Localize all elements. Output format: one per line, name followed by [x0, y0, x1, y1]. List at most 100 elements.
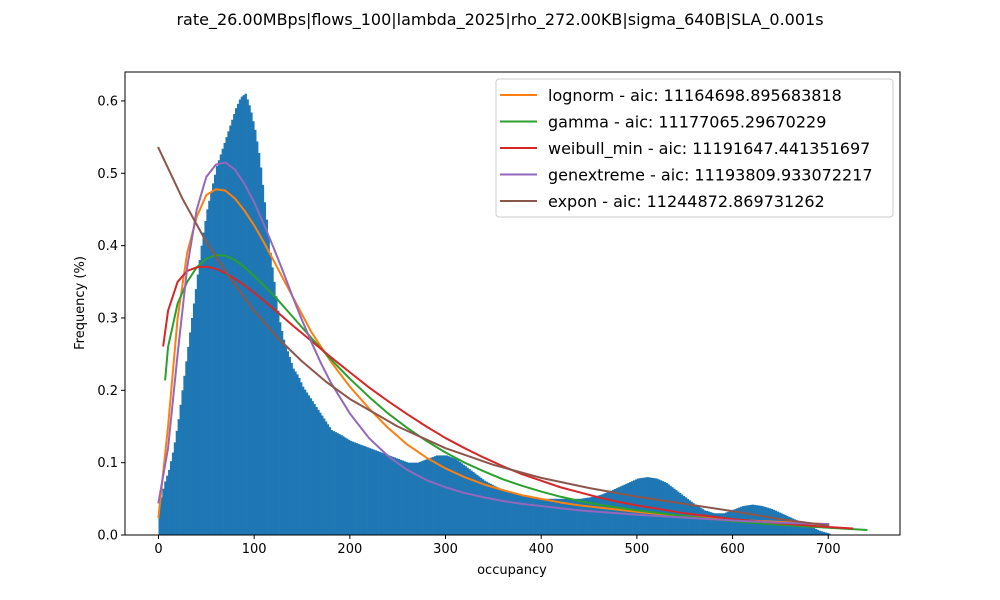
histogram-bar	[493, 485, 496, 535]
histogram-bar	[721, 513, 724, 535]
histogram-bar	[678, 493, 682, 535]
histogram-bar	[650, 477, 653, 535]
histogram-bar	[430, 457, 433, 535]
histogram-bar	[816, 529, 820, 535]
histogram-bar	[680, 494, 684, 535]
histogram-bar	[349, 440, 353, 535]
histogram-bar	[533, 497, 536, 535]
histogram-bar	[412, 462, 416, 535]
histogram-bar	[730, 510, 733, 535]
histogram-bar	[824, 532, 827, 535]
histogram-bar	[657, 479, 661, 535]
histogram-bar	[535, 497, 538, 535]
histogram-bar	[799, 521, 802, 535]
histogram-bar	[726, 511, 730, 535]
legend-label-2: gamma - aic: 11177065.29670229	[548, 113, 826, 132]
histogram-bar	[221, 148, 224, 535]
histogram-bar	[522, 495, 525, 535]
histogram-bar	[715, 513, 718, 535]
histogram-bar	[302, 386, 305, 535]
histogram-bar	[677, 491, 680, 535]
histogram-bar	[805, 524, 808, 535]
histogram-bar	[700, 508, 703, 535]
histogram-bar	[217, 160, 221, 535]
histogram-bar	[571, 498, 575, 535]
histogram-bar	[583, 498, 586, 535]
histogram-bar	[422, 460, 425, 535]
histogram-bar	[432, 456, 435, 535]
histogram-bar	[617, 487, 621, 535]
histogram-bar	[665, 482, 668, 535]
histogram-bar	[361, 445, 364, 535]
histogram-bar	[280, 330, 284, 535]
histogram-bar	[573, 498, 577, 535]
histogram-bar	[598, 495, 601, 535]
histogram-bar	[447, 456, 450, 535]
histogram-bar	[527, 496, 531, 535]
histogram-bar	[491, 484, 494, 535]
histogram-bar	[347, 439, 351, 535]
histogram-bar	[554, 498, 557, 535]
x-tick-label: 400	[529, 542, 554, 557]
histogram-bar	[485, 481, 489, 535]
histogram-bar	[399, 459, 402, 535]
plot-area	[124, 71, 901, 536]
histogram-bar	[282, 339, 286, 535]
histogram-bar	[462, 464, 466, 535]
histogram-bar	[472, 472, 475, 535]
histogram-bar	[296, 374, 299, 535]
histogram-bar	[501, 489, 504, 535]
histogram-bar	[336, 433, 339, 535]
histogram-bar	[279, 322, 282, 535]
histogram-bar	[698, 506, 701, 535]
histogram-bar	[539, 498, 542, 535]
histogram-bar	[606, 492, 609, 535]
histogram-bar	[552, 498, 555, 535]
histogram-bar	[409, 462, 412, 535]
histogram-bar	[497, 487, 500, 535]
y-axis-label: Frequency (%)	[73, 256, 88, 350]
histogram-bar	[445, 455, 448, 535]
histogram-bar	[275, 296, 278, 535]
y-tick-label: 0.0	[97, 529, 118, 544]
histogram-bar	[520, 494, 523, 535]
histogram-bar	[705, 510, 709, 535]
histogram-bar	[541, 498, 544, 535]
histogram-bar	[797, 521, 800, 535]
histogram-bar	[393, 457, 397, 535]
histogram-bar	[235, 108, 238, 536]
histogram-bar	[344, 437, 347, 535]
histogram-bar	[269, 252, 272, 536]
histogram-bar	[277, 310, 280, 535]
histogram-bar	[543, 498, 546, 535]
histogram-bar	[707, 511, 710, 535]
histogram-bar	[240, 96, 244, 535]
histogram-bar	[261, 184, 265, 536]
histogram-bar	[263, 202, 267, 535]
histogram-bar	[525, 496, 529, 535]
histogram-bar	[212, 183, 215, 535]
histogram-bar	[403, 461, 406, 535]
histogram-bar	[550, 498, 554, 535]
histogram-bar	[179, 404, 182, 535]
legend-label-1: lognorm - aic: 11164698.895683818	[548, 86, 842, 105]
histogram-bar	[457, 460, 460, 535]
histogram-bar	[654, 478, 657, 535]
histogram-bar	[418, 461, 422, 535]
histogram-bar	[189, 332, 192, 535]
legend-box	[495, 78, 894, 218]
histogram-bar	[562, 498, 565, 535]
histogram-bar	[416, 462, 420, 535]
histogram-bar	[566, 498, 569, 535]
histogram-bar	[324, 421, 328, 535]
histogram-bar	[476, 474, 479, 535]
histogram-bar	[602, 493, 605, 535]
histogram-bar	[162, 488, 165, 535]
histogram-bar	[613, 488, 617, 535]
histogram-bar	[483, 480, 487, 535]
histogram-bar	[233, 113, 236, 536]
histogram-bar	[703, 510, 707, 535]
histogram-bar	[791, 518, 795, 535]
histogram-bar	[206, 209, 209, 535]
histogram-bar	[242, 95, 245, 536]
